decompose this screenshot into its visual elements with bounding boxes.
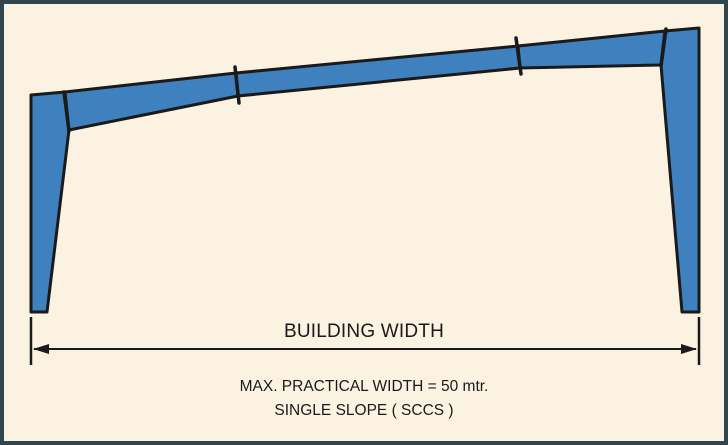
splice-left xyxy=(233,65,241,105)
dimension-arrow-right xyxy=(681,344,697,354)
building-width-label: BUILDING WIDTH xyxy=(283,321,445,342)
slope-type-note: SINGLE SLOPE ( SCCS ) xyxy=(274,402,454,419)
splice-right xyxy=(514,36,523,76)
dimension-line xyxy=(29,317,701,365)
rafter-segment-left xyxy=(63,71,240,132)
knee-joint-right xyxy=(659,27,668,68)
portal-frame xyxy=(29,26,701,314)
rafter-segment-middle xyxy=(234,44,522,98)
dimension-arrow-left xyxy=(33,344,49,354)
left-column xyxy=(29,90,71,314)
right-column xyxy=(659,26,701,314)
rafter-segment-right xyxy=(516,29,667,70)
max-width-note: MAX. PRACTICAL WIDTH = 50 mtr. xyxy=(239,378,489,395)
knee-joint-left xyxy=(62,90,71,133)
splice-joints xyxy=(62,27,668,133)
